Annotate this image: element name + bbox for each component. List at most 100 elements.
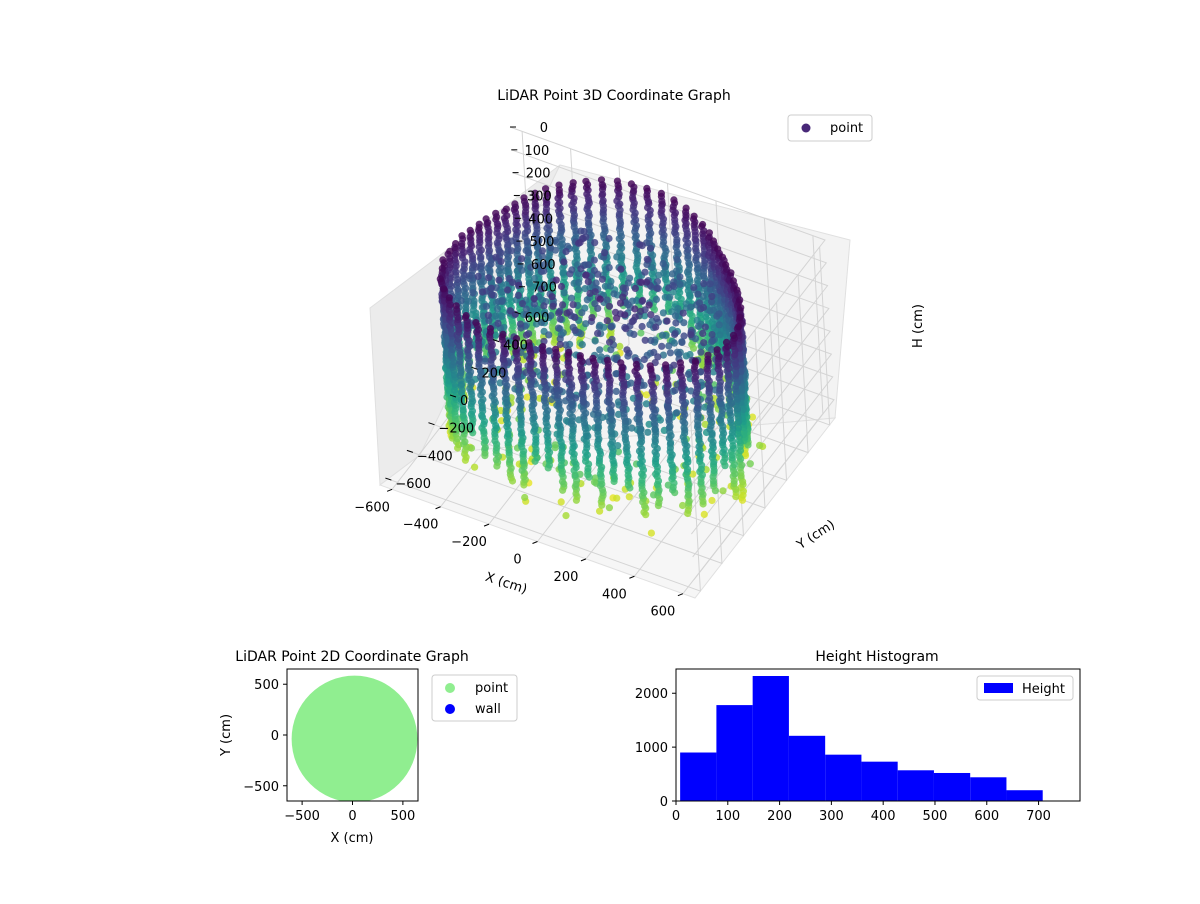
point-3d	[493, 305, 501, 313]
point-3d	[665, 342, 673, 350]
point-3d	[564, 362, 572, 370]
x-tick-3d-label: −600	[354, 500, 390, 515]
point-3d	[680, 407, 688, 416]
y-tick-3d	[406, 449, 414, 453]
point-3d	[504, 430, 512, 438]
point-3d	[703, 365, 711, 373]
point-3d	[522, 331, 531, 339]
grid-line-x	[634, 218, 775, 577]
point-3d	[748, 413, 757, 421]
point-3d	[710, 467, 718, 475]
point-3d	[521, 493, 529, 502]
point-3d	[540, 310, 548, 318]
point-3d	[518, 300, 527, 308]
point-3d	[504, 241, 512, 249]
point-3d	[518, 255, 526, 263]
point-3d	[463, 331, 471, 339]
point-3d	[453, 425, 461, 434]
y-tick-3d	[514, 311, 521, 315]
point-3d	[648, 263, 656, 272]
x-tick-3d-label: 0	[513, 553, 521, 568]
point-3d	[540, 267, 548, 275]
point-3d	[579, 372, 587, 380]
point-3d	[646, 220, 654, 228]
point-3d	[518, 266, 526, 274]
point-3d	[569, 182, 577, 190]
point-3d	[596, 470, 605, 478]
point-3d	[569, 301, 577, 309]
point-3d	[668, 467, 677, 475]
x-tick-histogram-label: 200	[767, 809, 792, 824]
point-3d	[728, 451, 736, 459]
point-3d	[638, 457, 646, 465]
point-3d	[648, 403, 657, 411]
point-3d	[733, 395, 741, 403]
point-3d	[454, 285, 462, 293]
point-3d	[490, 396, 498, 404]
x-tick-3d	[677, 593, 684, 597]
point-3d	[484, 219, 492, 227]
point-3d	[638, 322, 646, 331]
point-3d	[694, 410, 702, 418]
point-3d	[692, 244, 700, 253]
legend-2d-label-point: point	[475, 681, 508, 696]
point-3d	[573, 252, 581, 260]
point-3d	[493, 239, 501, 247]
point-3d	[606, 282, 615, 290]
point-3d	[608, 438, 617, 446]
point-3d	[605, 399, 613, 407]
point-3d	[497, 257, 505, 265]
point-3d	[727, 416, 735, 424]
point-3d	[609, 450, 617, 458]
point-3d	[542, 384, 550, 392]
point-3d	[538, 318, 546, 327]
point-3d	[585, 209, 593, 217]
point-3d	[567, 374, 575, 382]
point-3d	[539, 359, 547, 367]
point-3d	[531, 425, 539, 433]
point-3d	[467, 426, 476, 434]
point-3d	[503, 382, 511, 390]
point-3d	[555, 210, 564, 219]
point-3d	[730, 461, 739, 469]
point-3d	[492, 253, 500, 261]
point-3d	[609, 466, 618, 474]
point-3d	[625, 493, 633, 501]
z-tick-3d-label: 0	[540, 121, 548, 136]
point-3d	[729, 331, 738, 339]
point-3d	[556, 315, 564, 323]
point-3d	[500, 372, 508, 380]
point-3d	[625, 464, 633, 472]
point-3d	[621, 311, 629, 319]
point-3d	[600, 215, 608, 223]
point-3d	[452, 401, 460, 410]
point-3d	[731, 360, 739, 368]
point-3d	[683, 229, 691, 237]
point-3d	[509, 322, 517, 330]
point-3d	[613, 253, 621, 261]
point-3d	[619, 388, 627, 396]
point-3d	[724, 381, 732, 389]
legend-2d-marker-point	[445, 683, 455, 693]
point-3d	[735, 417, 743, 426]
point-3d	[659, 309, 668, 317]
point-3d	[591, 368, 599, 376]
point-3d	[680, 401, 689, 409]
point-3d	[488, 341, 496, 349]
point-3d	[639, 296, 647, 305]
point-3d	[608, 421, 616, 429]
ticks-2d: −500 0 500 500 0 −500	[243, 678, 415, 824]
point-3d	[515, 281, 523, 289]
point-3d	[474, 272, 482, 280]
point-3d	[501, 388, 509, 396]
point-3d	[531, 274, 539, 283]
point-3d	[650, 397, 658, 405]
point-3d	[694, 290, 702, 298]
point-3d	[529, 371, 537, 379]
point-3d	[566, 270, 574, 278]
point-3d	[637, 431, 645, 440]
point-3d	[479, 395, 487, 404]
point-3d	[707, 298, 716, 306]
point-3d	[580, 419, 589, 427]
point-3d	[596, 507, 604, 515]
